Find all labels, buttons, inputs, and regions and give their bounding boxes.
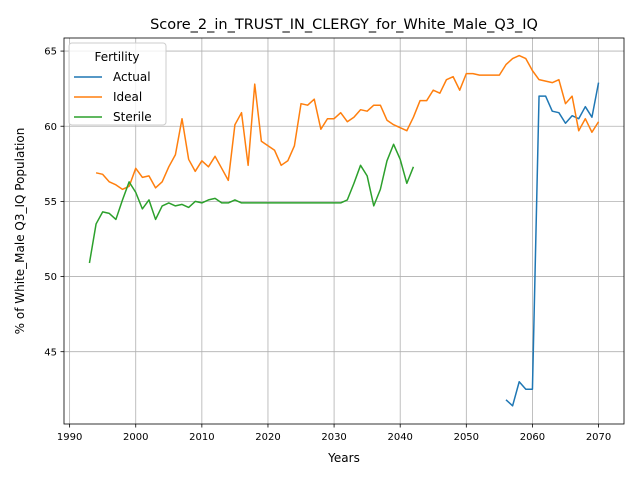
series-line-actual bbox=[505, 82, 600, 407]
y-axis-label: % of White_Male Q3_IQ Population bbox=[13, 128, 27, 335]
legend-label-sterile: Sterile bbox=[113, 110, 152, 124]
legend: Fertility Actual Ideal Sterile bbox=[68, 42, 167, 126]
legend-box bbox=[68, 42, 167, 126]
y-tick-label: 50 bbox=[44, 272, 57, 283]
x-axis-label: Years bbox=[327, 451, 360, 465]
grid bbox=[64, 38, 624, 424]
series-line-ideal bbox=[95, 54, 600, 191]
legend-label-ideal: Ideal bbox=[113, 90, 142, 104]
y-tick-label: 65 bbox=[44, 47, 57, 58]
x-tick-label: 2070 bbox=[586, 432, 611, 443]
legend-title: Fertility bbox=[94, 50, 139, 64]
y-ticks: 45 50 55 60 65 bbox=[44, 47, 64, 358]
series-layer bbox=[88, 54, 600, 407]
x-tick-label: 2060 bbox=[520, 432, 545, 443]
x-tick-label: 2040 bbox=[387, 432, 412, 443]
plot-frame bbox=[63, 37, 625, 425]
y-tick-label: 55 bbox=[44, 197, 57, 208]
x-ticks: 1990 2000 2010 2020 2030 2040 2050 2060 2070 bbox=[57, 424, 611, 443]
series-line-sterile bbox=[88, 143, 415, 264]
x-tick-label: 2010 bbox=[189, 432, 214, 443]
x-tick-label: 2000 bbox=[123, 432, 148, 443]
x-tick-label: 2020 bbox=[255, 432, 280, 443]
legend-entries: Actual Ideal Sterile bbox=[74, 70, 152, 124]
y-tick-label: 45 bbox=[44, 347, 57, 358]
x-tick-label: 1990 bbox=[57, 432, 82, 443]
legend-label-actual: Actual bbox=[113, 70, 151, 84]
x-tick-label: 2050 bbox=[454, 432, 479, 443]
y-tick-label: 60 bbox=[44, 122, 57, 133]
x-tick-label: 2030 bbox=[321, 432, 346, 443]
chart-title: Score_2_in_TRUST_IN_CLERGY_for_White_Mal… bbox=[150, 17, 538, 33]
